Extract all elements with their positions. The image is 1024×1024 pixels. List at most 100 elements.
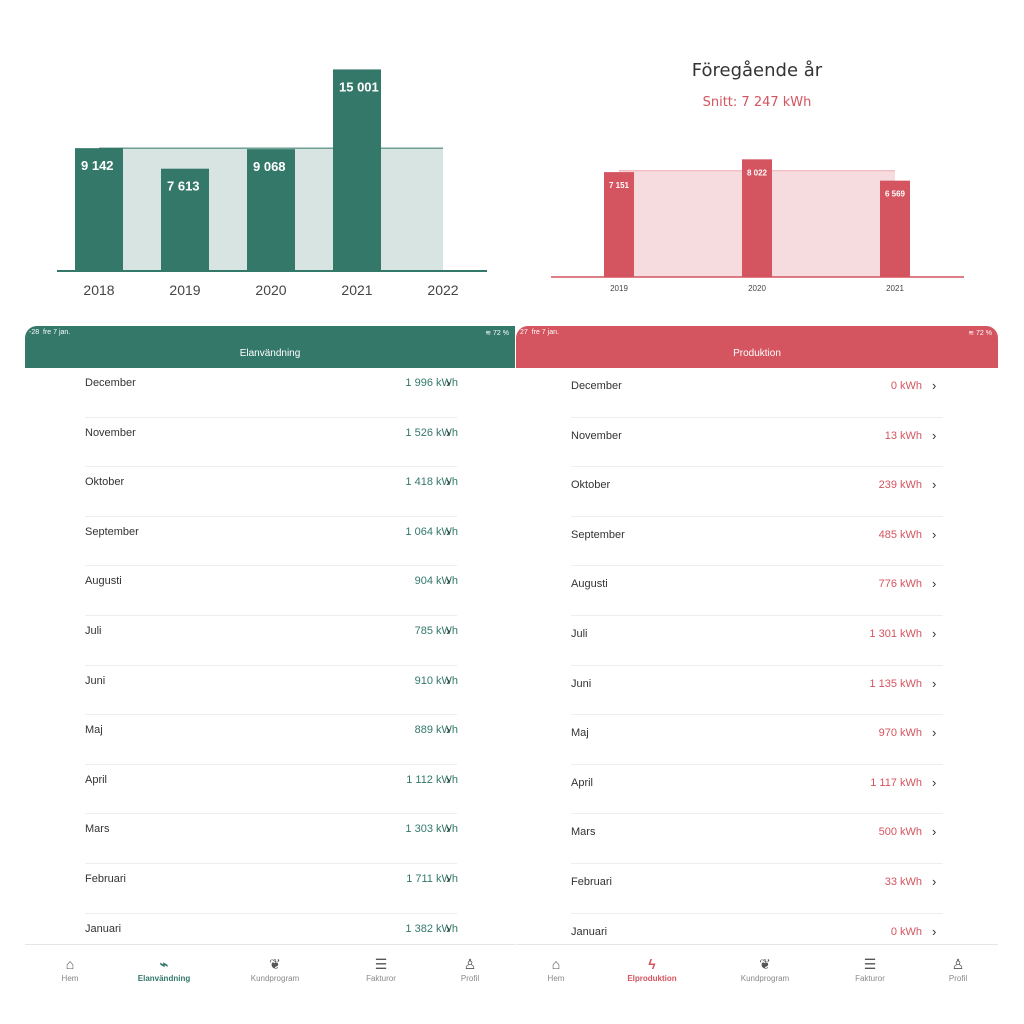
month-row-december[interactable]: December 0 kWh › [516, 368, 998, 418]
bar-2018[interactable] [75, 148, 123, 271]
month-row-juli[interactable]: Juli 1 301 kWh › [516, 616, 998, 666]
chevron-right-icon: › [446, 523, 451, 539]
month-row-mars[interactable]: Mars 500 kWh › [516, 814, 998, 864]
tab-hem[interactable]: ⌂ Hem [516, 955, 596, 983]
bar-2020[interactable] [742, 159, 772, 277]
home-icon: ⌂ [65, 956, 75, 972]
month-value: 1 996 kWh [405, 377, 458, 389]
row-divider [85, 565, 457, 567]
consumption-chart: 9 142 2018 7 613 2019 9 068 2020 15 001 2021 9 20… [25, 30, 515, 320]
row-divider [85, 466, 457, 468]
month-row-januari[interactable]: Januari 0 kWh › [516, 914, 998, 964]
month-row-september[interactable]: September 1 064 kWh › [25, 517, 515, 567]
tab-label: Kundprogram [740, 974, 790, 983]
tab-label: Hem [61, 974, 79, 983]
month-row-maj[interactable]: Maj 970 kWh › [516, 715, 998, 765]
tab-profil[interactable]: ♙ Profil [918, 955, 998, 983]
month-label: November [85, 426, 136, 439]
production-header: 27 fre 7 jan. ≋ 72 % Produktion [516, 326, 998, 368]
chevron-right-icon: › [446, 722, 451, 738]
monthly-list: December 1 996 kWh › November 1 526 kWh › Okto… [25, 368, 515, 963]
month-row-oktober[interactable]: Oktober 1 418 kWh › [25, 467, 515, 517]
chevron-right-icon: › [932, 576, 937, 592]
tab-label: Hem [547, 974, 565, 983]
tab-kundprogram[interactable]: ❦ Kundprogram [725, 955, 805, 983]
row-divider [571, 714, 943, 716]
month-label: December [571, 380, 622, 392]
chevron-right-icon: › [932, 725, 937, 741]
month-value: 485 kWh [878, 528, 922, 541]
chevron-right-icon: › [932, 923, 937, 939]
month-row-mars[interactable]: Mars 1 303 kWh › [25, 814, 515, 864]
bar-2021[interactable] [880, 180, 910, 277]
tab-fakturor[interactable]: ☰ Fakturor [830, 955, 910, 983]
tab-bar: ⌂ Hem ϟ Elproduktion ❦ Kundprogram ☰ Fakturor ♙ P… [516, 944, 998, 994]
row-divider [85, 416, 457, 418]
row-divider [85, 813, 457, 815]
profile-icon: ♙ [463, 956, 477, 972]
row-divider [571, 862, 943, 864]
chevron-right-icon: › [932, 526, 937, 542]
production-chart: 7 151 2019 8 022 2020 6 569 2021 [516, 30, 998, 320]
tab-kundprogram[interactable]: ❦ Kundprogram [235, 955, 315, 983]
month-value: 1 112 kWh [406, 773, 458, 786]
bar-data-label: 9 [455, 259, 461, 270]
bar-2020[interactable] [247, 149, 295, 271]
chevron-right-icon: › [932, 873, 937, 889]
chevron-right-icon: › [446, 920, 451, 936]
tab-label: Elanvändning [137, 974, 191, 983]
wifi-icon: ≋ [968, 330, 975, 337]
tab-elproduktion[interactable]: ϟ Elproduktion [612, 955, 692, 983]
x-tick-label: 2021 [886, 284, 904, 293]
month-row-november[interactable]: November 1 526 kWh › [25, 418, 515, 468]
month-row-februari[interactable]: Februari 1 711 kWh › [25, 864, 515, 914]
row-divider [571, 763, 943, 765]
month-label: November [571, 429, 622, 442]
month-value: 904 kWh [414, 575, 458, 588]
tab-hem[interactable]: ⌂ Hem [30, 955, 110, 983]
month-row-november[interactable]: November 13 kWh › [516, 418, 998, 468]
row-divider [571, 912, 943, 914]
month-row-april[interactable]: April 1 117 kWh › [516, 765, 998, 815]
row-divider [571, 664, 943, 666]
tab-label: Profil [948, 974, 968, 983]
x-tick-label: 2018 [83, 282, 114, 298]
bar-2019[interactable] [161, 168, 209, 271]
month-row-juli[interactable]: Juli 785 kWh › [25, 616, 515, 666]
month-value: 785 kWh [414, 624, 458, 637]
battery-level: 72 % [976, 330, 992, 337]
month-row-september[interactable]: September 485 kWh › [516, 517, 998, 567]
month-value: 1 135 kWh [869, 677, 922, 690]
month-row-april[interactable]: April 1 112 kWh › [25, 765, 515, 815]
chart-subtitle: Snitt: 7 247 kWh [702, 95, 812, 110]
leaf-icon: ❦ [269, 956, 281, 972]
row-divider [571, 813, 943, 815]
bar-2019[interactable] [604, 172, 634, 277]
bar-2021[interactable] [333, 69, 381, 271]
row-divider [85, 912, 457, 914]
month-row-augusti[interactable]: Augusti 904 kWh › [25, 566, 515, 616]
battery-level: 72 % [493, 330, 509, 337]
tab-label: Elproduktion [627, 974, 677, 983]
chevron-right-icon: › [932, 477, 937, 493]
tab-elanvändning[interactable]: ⌁ Elanvändning [124, 955, 204, 983]
monthly-list: December 0 kWh › November 13 kWh › Oktober 239 … [516, 368, 998, 963]
chart-title: Föregående år [691, 60, 823, 81]
month-row-juni[interactable]: Juni 910 kWh › [25, 666, 515, 716]
row-divider [85, 664, 457, 666]
x-tick-label: 2022 [427, 282, 458, 298]
tab-profil[interactable]: ♙ Profil [430, 955, 510, 983]
month-row-december[interactable]: December 1 996 kWh › [25, 368, 515, 418]
invoice-icon: ☰ [863, 956, 877, 972]
month-row-juni[interactable]: Juni 1 135 kWh › [516, 666, 998, 716]
month-row-oktober[interactable]: Oktober 239 kWh › [516, 467, 998, 517]
tab-fakturor[interactable]: ☰ Fakturor [341, 955, 421, 983]
month-row-maj[interactable]: Maj 889 kWh › [25, 715, 515, 765]
month-value: 0 kWh [890, 925, 922, 938]
month-label: Augusti [571, 578, 608, 591]
month-label: Oktober [85, 476, 125, 489]
month-row-augusti[interactable]: Augusti 776 kWh › [516, 566, 998, 616]
month-row-februari[interactable]: Februari 33 kWh › [516, 864, 998, 914]
page-title: Produktion [733, 348, 781, 359]
month-row-januari[interactable]: Januari 1 382 kWh › [25, 914, 515, 964]
